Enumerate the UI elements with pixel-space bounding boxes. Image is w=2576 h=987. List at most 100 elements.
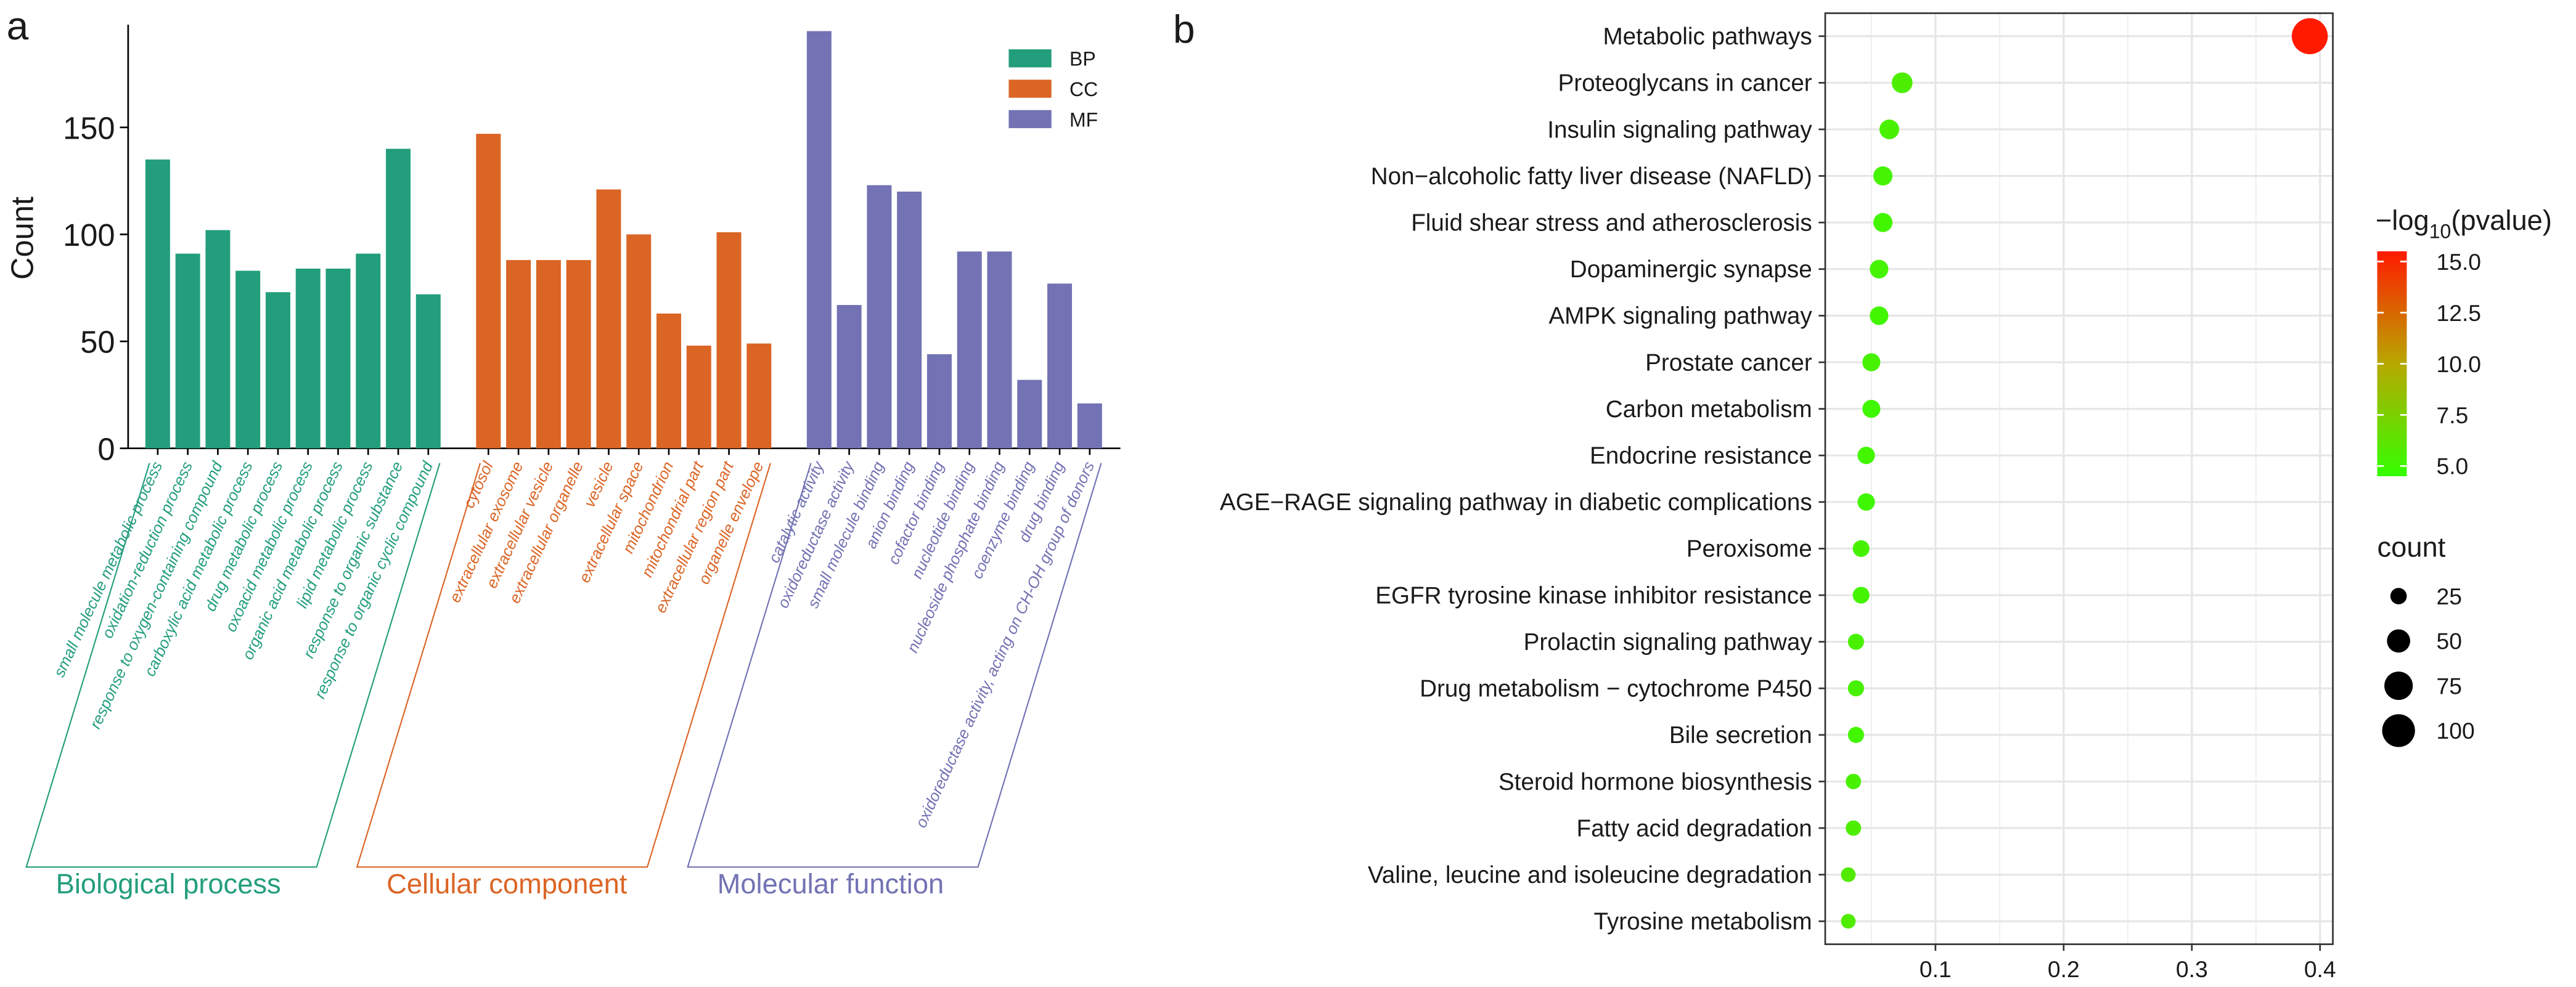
y-tick-label: Metabolic pathways [1603,23,1812,50]
color-legend-title-part: 10 [2429,221,2451,243]
y-tick-label: Valine, leucine and isoleucine degradati… [1368,862,1812,888]
dot [1846,820,1862,836]
colorbar-tick-label: 12.5 [2436,300,2481,326]
bar [566,260,591,449]
y-tick-label: Fatty acid degradation [1576,815,1812,842]
dot [1847,633,1864,650]
size-legend-dot [2384,672,2413,701]
panel-letter: a [7,4,29,48]
bar [897,191,922,449]
bar [536,260,561,449]
x-tick-label: 0.3 [2176,956,2208,982]
colorbar-tick-label: 15.0 [2436,249,2481,275]
bar [295,268,321,449]
dot [1862,400,1881,418]
dot [1841,867,1856,882]
bar [386,148,411,449]
color-legend-title-part: −log [2376,205,2429,236]
y-tick-label: Prostate cancer [1645,349,1812,376]
size-legend-dot [2390,588,2407,604]
bar [686,346,711,449]
y-tick-label: Carbon metabolism [1606,396,1812,423]
y-tick-label: 0 [97,431,115,466]
size-legend-label: 100 [2436,718,2474,744]
dot [2291,18,2328,54]
bar [867,185,892,449]
x-tick-label: 0.4 [2304,956,2336,982]
colorbar-tick-label: 5.0 [2436,453,2468,479]
bar [205,230,231,449]
dot [1852,587,1870,604]
bar [235,270,261,449]
panel-letter: b [1173,7,1195,51]
group-label: Molecular function [718,868,944,900]
legend-swatch [1008,79,1052,98]
dot [1870,306,1889,325]
bar [1077,403,1102,449]
legend-label: MF [1069,108,1098,131]
y-tick-label: AGE−RAGE signaling pathway in diabetic c… [1220,489,1812,516]
x-tick-label: 0.1 [1920,956,1952,982]
bar [806,31,832,449]
size-legend-label: 75 [2436,673,2462,699]
bar [506,260,531,449]
dot [1852,540,1870,558]
size-legend-label: 50 [2436,628,2462,654]
dot [1870,259,1889,278]
y-tick-label: Bile secretion [1669,722,1812,749]
bar [1017,380,1042,449]
bar [656,313,681,449]
group-label: Biological process [56,868,281,900]
plot-background [1825,13,2333,944]
x-tick-label: small molecule metabolic process [51,459,166,680]
y-tick-label: Insulin signaling pathway [1547,116,1812,143]
y-tick-label: 50 [80,325,115,360]
bar [265,292,290,449]
bar [957,251,982,449]
dot [1857,447,1875,465]
y-tick-label: EGFR tyrosine kinase inhibitor resistanc… [1375,582,1812,609]
y-tick-label: Drug metabolism − cytochrome P450 [1420,676,1812,702]
x-tick-label: 0.2 [2048,956,2080,982]
bar [746,343,772,449]
group-bracket [25,463,441,868]
size-legend-dot [2387,629,2411,653]
y-tick-label: Steroid hormone biosynthesis [1499,769,1812,795]
y-tick-label: Peroxisome [1687,536,1812,563]
dot [1847,680,1864,697]
legend-label: BP [1069,48,1096,70]
bar [596,189,621,449]
color-legend-title: −log10(pvalue) [2376,205,2552,242]
size-legend-label: 25 [2436,583,2462,609]
bar [356,253,381,449]
bar [1047,283,1073,449]
dot [1873,166,1893,186]
color-legend-title-part: (pvalue) [2451,205,2552,236]
dot [1841,914,1856,929]
y-tick-label: Non−alcoholic fatty liver disease (NAFLD… [1371,163,1812,190]
plot-border [1824,12,2334,945]
colorbar-tick-label: 10.0 [2436,351,2481,377]
colorbar-tick-label: 7.5 [2436,402,2468,428]
group-label: Cellular component [386,868,628,900]
bar [476,134,501,449]
dot [1873,213,1893,232]
y-tick-label: Prolactin signaling pathway [1524,629,1813,656]
group-bracket [356,463,771,868]
dot [1847,726,1864,743]
bar [716,232,742,449]
size-legend-title: count [2378,532,2446,563]
y-tick-label: Fluid shear stress and atherosclerosis [1411,210,1812,237]
dot [1862,353,1881,372]
size-legend-dot [2382,714,2415,747]
y-axis-title: Count [4,197,39,280]
bar [415,294,441,449]
legend-label: CC [1069,78,1098,100]
dot [1879,119,1899,139]
y-tick-label: Dopaminergic synapse [1570,256,1812,283]
y-tick-label: AMPK signaling pathway [1548,303,1812,330]
group-bracket [687,463,1102,868]
dot [1846,773,1862,789]
